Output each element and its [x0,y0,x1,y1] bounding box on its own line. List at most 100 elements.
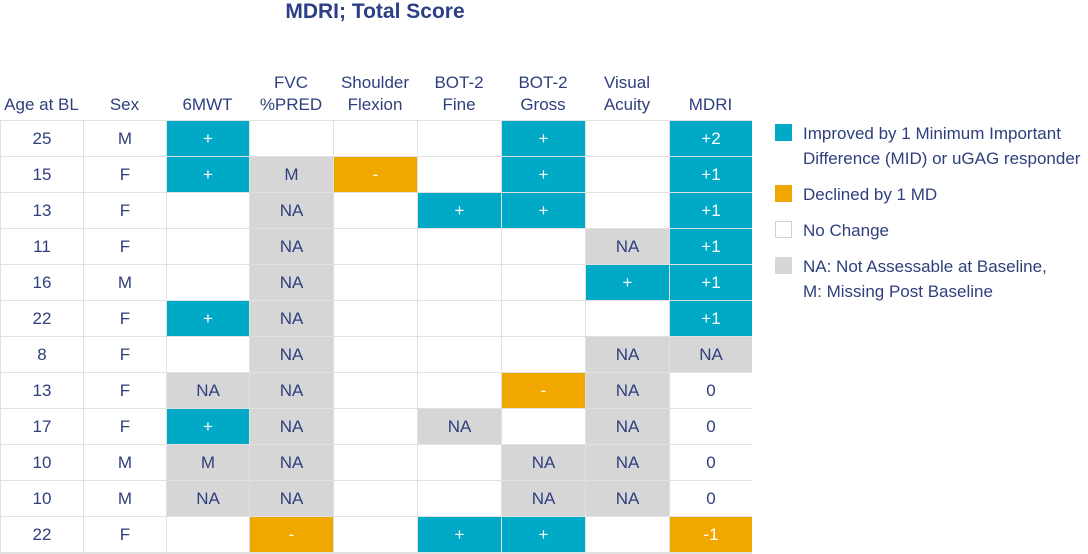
legend-label: Improved by 1 Minimum Important Differen… [803,124,1081,168]
score-cell [586,517,669,552]
score-cell [167,517,249,552]
score-cell: + [167,301,249,336]
legend-label: Declined by 1 MD [803,185,938,204]
chart-title: MDRI; Total Score [285,0,465,23]
score-cell: + [502,517,585,552]
legend-label: No Change [803,221,890,240]
score-cell: NA [250,373,333,408]
mdri-cell: NA [670,337,752,372]
score-cell [334,481,417,516]
column-header: BOT-2 Gross [518,73,568,114]
score-cell: NA [250,265,333,300]
score-cell: NA [586,373,669,408]
mdri-cell: +1 [670,265,752,300]
sex-cell: F [84,193,166,228]
score-cell: + [502,157,585,192]
score-cell: - [250,517,333,552]
score-cell [167,229,249,264]
sex-cell: M [84,121,166,156]
score-cell [334,229,417,264]
score-cell [334,517,417,552]
age-cell: 22 [1,517,83,552]
sex-cell: M [84,265,166,300]
column-header: Shoulder Flexion [340,73,410,114]
age-cell: 15 [1,157,83,192]
column-header: 6MWT [182,95,233,114]
mdri-cell: +1 [670,157,752,192]
score-cell [334,193,417,228]
age-cell: 22 [1,301,83,336]
score-cell: NA [250,445,333,480]
score-cell [586,301,669,336]
legend-item: Declined by 1 MD [775,182,1088,207]
mdri-cell: +1 [670,193,752,228]
mdri-cell: +2 [670,121,752,156]
score-cell: + [586,265,669,300]
mdri-cell: 0 [670,445,752,480]
age-cell: 16 [1,265,83,300]
score-cell: - [334,157,417,192]
score-cell [586,157,669,192]
score-cell: NA [502,445,585,480]
score-cell [418,301,501,336]
score-cell [334,121,417,156]
score-cell: + [502,193,585,228]
score-cell [586,121,669,156]
mdri-cell: 0 [670,481,752,516]
score-cell [418,337,501,372]
column-header: FVC %PRED [259,73,323,114]
score-cell [334,409,417,444]
age-cell: 10 [1,445,83,480]
sex-cell: F [84,301,166,336]
score-cell [250,121,333,156]
column-header: BOT-2 Fine [434,73,484,114]
score-cell: NA [167,373,249,408]
sex-cell: F [84,229,166,264]
score-cell [502,409,585,444]
score-cell: NA [250,301,333,336]
age-cell: 11 [1,229,83,264]
score-cell: NA [167,481,249,516]
column-header: Age at BL [4,95,79,114]
score-cell [334,265,417,300]
column-header: Sex [109,95,140,114]
score-cell [334,445,417,480]
score-cell: NA [250,229,333,264]
legend-swatch [775,257,792,274]
sex-cell: F [84,337,166,372]
legend-item: No Change [775,218,1088,243]
score-cell [418,445,501,480]
score-cell [502,229,585,264]
sex-cell: F [84,409,166,444]
score-cell [502,337,585,372]
column-header: MDRI [688,95,733,114]
age-cell: 8 [1,337,83,372]
score-cell [502,265,585,300]
column-header: Visual Acuity [603,73,651,114]
score-cell [167,193,249,228]
sex-cell: M [84,481,166,516]
score-cell: - [502,373,585,408]
score-cell: NA [586,445,669,480]
legend-swatch [775,185,792,202]
score-cell: NA [250,337,333,372]
legend-label: NA: Not Assessable at Baseline, M: Missi… [803,257,1047,301]
score-cell [167,337,249,372]
mdri-cell: 0 [670,373,752,408]
score-cell: NA [586,409,669,444]
score-cell: M [250,157,333,192]
score-cell [418,373,501,408]
score-cell: + [167,121,249,156]
mdri-cell: -1 [670,517,752,552]
legend-item: Improved by 1 Minimum Important Differen… [775,121,1088,171]
score-grid: 25 M + + +2 15 F + M - + +1 13 F NA + + +1 11 F NA NA +1 16 M NA +… [0,120,752,554]
age-cell: 13 [1,373,83,408]
age-cell: 10 [1,481,83,516]
score-cell: + [167,409,249,444]
score-cell [418,229,501,264]
age-cell: 25 [1,121,83,156]
score-cell: NA [250,409,333,444]
score-cell: NA [586,481,669,516]
score-cell [418,121,501,156]
legend-item: NA: Not Assessable at Baseline, M: Missi… [775,254,1088,304]
